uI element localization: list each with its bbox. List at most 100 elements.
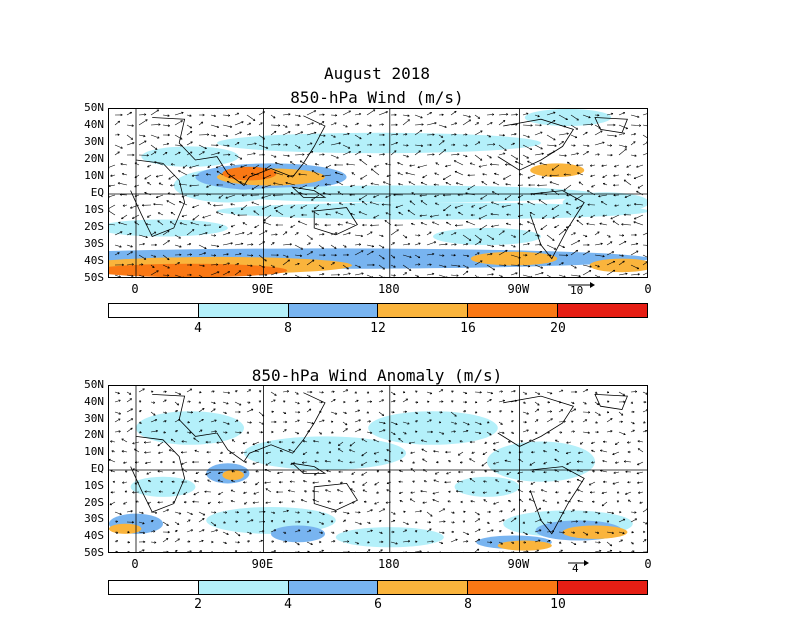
wind-arrow-head xyxy=(528,264,531,267)
wind-arrow xyxy=(342,541,349,543)
wind-arrow-head xyxy=(231,439,234,442)
wind-arrow xyxy=(540,224,548,230)
lat-label: 50N xyxy=(84,378,104,391)
lat-label: 20N xyxy=(84,428,104,442)
wind-arrow xyxy=(378,124,384,126)
wind-arrow xyxy=(170,184,176,186)
wind-arrow xyxy=(234,263,239,266)
wind-arrow-head xyxy=(529,212,532,215)
lat-label: EQ xyxy=(90,462,104,475)
wind-arrow-head xyxy=(585,402,587,405)
wind-arrow xyxy=(231,479,236,483)
wind-arrow xyxy=(402,421,410,425)
wind-arrow xyxy=(342,428,348,433)
wind-arrow-head xyxy=(157,220,159,223)
wind-arrow xyxy=(510,517,517,523)
wind-arrow xyxy=(494,173,500,176)
wind-arrow-head xyxy=(225,431,228,433)
wind-arrow-head xyxy=(602,441,605,444)
wind-arrow-head xyxy=(612,220,615,223)
wind-arrow xyxy=(462,391,468,394)
wind-arrow xyxy=(582,264,592,268)
wind-arrow-head xyxy=(324,460,327,463)
lon-label: 90E xyxy=(251,282,274,296)
wind-arrow-head xyxy=(189,253,192,255)
wind-arrow-head xyxy=(286,390,289,392)
wind-arrow xyxy=(498,244,505,247)
wind-arrow xyxy=(594,411,601,416)
wind-arrow-head xyxy=(506,223,508,226)
wind-arrow xyxy=(234,243,244,246)
wind-arrow xyxy=(522,264,531,267)
wind-arrow-head xyxy=(382,153,385,155)
wind-arrow-head xyxy=(394,552,395,553)
wind-arrow-head xyxy=(524,541,527,543)
wind-arrow-head xyxy=(311,210,314,213)
wind-arrow-head xyxy=(518,498,521,502)
wind-arrow xyxy=(277,471,284,474)
wind-arrow xyxy=(455,182,464,186)
wind-arrow-head xyxy=(444,265,447,268)
wind-arrow-head xyxy=(538,403,540,406)
wind-arrow xyxy=(492,181,500,186)
wind-arrow xyxy=(534,272,544,276)
wind-arrow-head xyxy=(157,502,160,504)
wind-arrow xyxy=(264,469,272,473)
wind-arrow-head xyxy=(262,414,265,417)
wind-arrow xyxy=(242,174,248,178)
wind-arrow xyxy=(144,491,152,493)
wind-arrow xyxy=(546,531,554,533)
wind-arrow-head xyxy=(478,166,481,168)
wind-arrow-head xyxy=(191,175,195,177)
wind-arrow-head xyxy=(386,449,388,452)
wind-arrow-head xyxy=(385,212,388,215)
wind-arrow xyxy=(318,521,324,525)
wind-arrow xyxy=(634,214,644,220)
shaded-region xyxy=(497,540,552,551)
wind-arrow-head xyxy=(322,113,325,115)
lon-label: 180 xyxy=(377,282,400,296)
wind-arrow-head xyxy=(638,492,641,494)
wind-arrow xyxy=(636,190,644,196)
wind-arrow xyxy=(168,449,176,453)
wind-arrow xyxy=(486,253,493,256)
wind-arrow xyxy=(138,254,147,260)
wind-arrow-head xyxy=(337,489,339,492)
wind-arrow xyxy=(398,211,404,216)
wind-arrow xyxy=(270,144,281,146)
wind-arrow-head xyxy=(393,392,396,395)
wind-arrow-head xyxy=(289,481,292,483)
wind-arrow xyxy=(599,223,608,226)
coastline xyxy=(594,393,628,410)
wind-arrow-head xyxy=(166,550,169,552)
wind-arrow xyxy=(186,431,192,434)
wind-arrow-head xyxy=(148,480,150,483)
wind-arrow-head xyxy=(314,163,317,166)
wind-arrow xyxy=(270,550,276,552)
lat-label: 10S xyxy=(84,203,104,216)
wind-arrow xyxy=(558,141,564,146)
wind-arrow-head xyxy=(409,255,412,258)
wind-arrow-head xyxy=(312,482,315,484)
wind-arrow xyxy=(189,164,200,169)
colorbar-bin xyxy=(288,304,379,317)
wind-arrow-head xyxy=(243,471,246,474)
arrow-icon xyxy=(568,282,595,288)
wind-arrow-head xyxy=(455,225,458,227)
wind-arrow xyxy=(294,511,300,514)
wind-arrow-head xyxy=(290,161,292,164)
wind-arrow-head xyxy=(298,173,301,176)
wind-arrow-head xyxy=(634,154,637,157)
wind-arrow xyxy=(234,154,243,160)
wind-arrow-head xyxy=(540,489,543,492)
lat-label: 20S xyxy=(84,220,104,233)
wind-arrow-head xyxy=(119,275,121,277)
wind-arrow xyxy=(361,438,368,443)
wind-arrow xyxy=(306,151,314,156)
wind-arrow xyxy=(230,489,236,493)
wind-arrow xyxy=(162,399,167,403)
wind-arrow-head xyxy=(507,481,510,484)
wind-arrow-head xyxy=(602,460,605,463)
wind-arrow-head xyxy=(455,182,458,185)
wind-arrow-head xyxy=(292,472,295,474)
